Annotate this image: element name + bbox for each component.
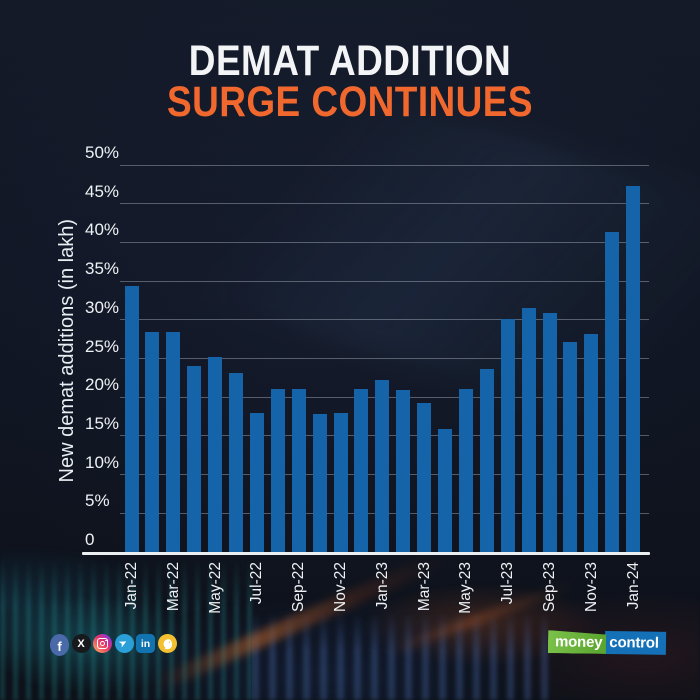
bar-Jun-22 <box>229 373 243 554</box>
bar-Jan-23 <box>375 380 390 554</box>
y-tick-label-5: 5% <box>85 491 110 511</box>
x-icon[interactable]: X <box>71 634 91 653</box>
bar-Nov-23 <box>584 333 599 554</box>
x-tick-label-Jan-22: Jan-22 <box>123 562 140 610</box>
moneycontrol-logo-money: money <box>548 630 607 654</box>
y-tick-label-10: 10% <box>85 452 120 472</box>
gridline-25 <box>120 358 649 359</box>
bar-Oct-23 <box>563 342 578 554</box>
bar-Mar-22 <box>166 332 181 554</box>
moneycontrol-logo-control: control <box>605 630 666 655</box>
bar-Nov-22 <box>333 412 348 554</box>
bar-Feb-22 <box>145 332 160 554</box>
background-barchart-texture <box>252 612 552 700</box>
koo-bird-glyph <box>163 638 173 649</box>
y-tick-label-40: 40% <box>85 220 120 240</box>
x-tick-label-Jul-22: Jul-22 <box>248 562 266 605</box>
x-tick-label-Mar-23: Mar-23 <box>415 562 433 612</box>
y-tick-label-30: 30% <box>85 297 120 317</box>
bar-May-23 <box>458 388 473 554</box>
bar-Sep-22 <box>291 388 306 554</box>
bar-May-22 <box>208 357 223 554</box>
koo-icon[interactable] <box>157 634 177 653</box>
bar-Apr-23 <box>438 428 452 554</box>
bar-Apr-22 <box>187 365 202 554</box>
instagram-icon[interactable] <box>93 634 112 653</box>
moneycontrol-logo[interactable]: money control <box>548 630 666 655</box>
x-tick-label-Nov-22: Nov-22 <box>332 562 349 612</box>
x-tick-label-Sep-23: Sep-23 <box>541 562 558 612</box>
x-tick-label-Nov-23: Nov-23 <box>582 562 600 612</box>
x-tick-label-Jul-23: Jul-23 <box>499 562 517 605</box>
telegram-icon[interactable]: ➤ <box>114 634 134 653</box>
y-tick-label-15: 15% <box>85 413 120 433</box>
gridline-45 <box>120 203 649 205</box>
camera-glyph <box>97 638 108 649</box>
poster-title-line2: SURGE CONTINUES <box>166 78 534 126</box>
bar-Jul-23 <box>500 319 515 554</box>
bar-Feb-23 <box>396 390 411 554</box>
gridline-40 <box>120 241 649 243</box>
bar-Oct-22 <box>312 413 327 554</box>
x-tick-label-Jan-24: Jan-24 <box>624 562 642 610</box>
background-candlestick-texture <box>0 558 260 700</box>
bar-Mar-23 <box>417 402 432 554</box>
x-tick-label-Jan-23: Jan-23 <box>373 562 391 610</box>
x-axis-line <box>82 551 650 555</box>
bar-Jan-24 <box>626 185 641 554</box>
bar-Aug-22 <box>270 388 285 554</box>
y-tick-label-45: 45% <box>85 181 120 201</box>
x-tick-label-Sep-22: Sep-22 <box>290 562 308 612</box>
y-tick-label-50: 50% <box>85 143 120 162</box>
paper-plane-glyph: ➤ <box>117 636 130 651</box>
bar-Jan-22 <box>124 285 139 554</box>
bar-Jul-22 <box>249 412 264 554</box>
y-tick-label-35: 35% <box>85 259 120 279</box>
bar-Dec-23 <box>605 231 620 554</box>
y-axis-title: New demat additions (in lakh) <box>56 219 78 483</box>
linkedin-icon[interactable]: in <box>136 634 155 653</box>
gridline-30 <box>120 319 649 321</box>
facebook-icon[interactable]: f <box>50 634 69 656</box>
y-tick-label-20: 20% <box>85 375 120 395</box>
bar-Jun-23 <box>479 368 494 554</box>
gridline-35 <box>120 280 649 282</box>
gridline-50 <box>120 164 649 166</box>
bar-Aug-23 <box>521 308 536 554</box>
bar-Sep-23 <box>542 312 557 554</box>
x-tick-label-Mar-22: Mar-22 <box>164 562 182 612</box>
x-tick-label-May-23: May-23 <box>457 562 475 614</box>
background-photo-glow <box>0 535 700 700</box>
bar-Dec-22 <box>354 388 369 554</box>
x-tick-label-May-22: May-22 <box>206 562 224 614</box>
y-tick-label-0: 0 <box>85 530 95 549</box>
poster-title-line1: DEMAT ADDITION <box>188 37 512 85</box>
y-tick-label-25: 25% <box>85 336 120 356</box>
social-icons-row: f X ➤ in <box>50 634 177 656</box>
